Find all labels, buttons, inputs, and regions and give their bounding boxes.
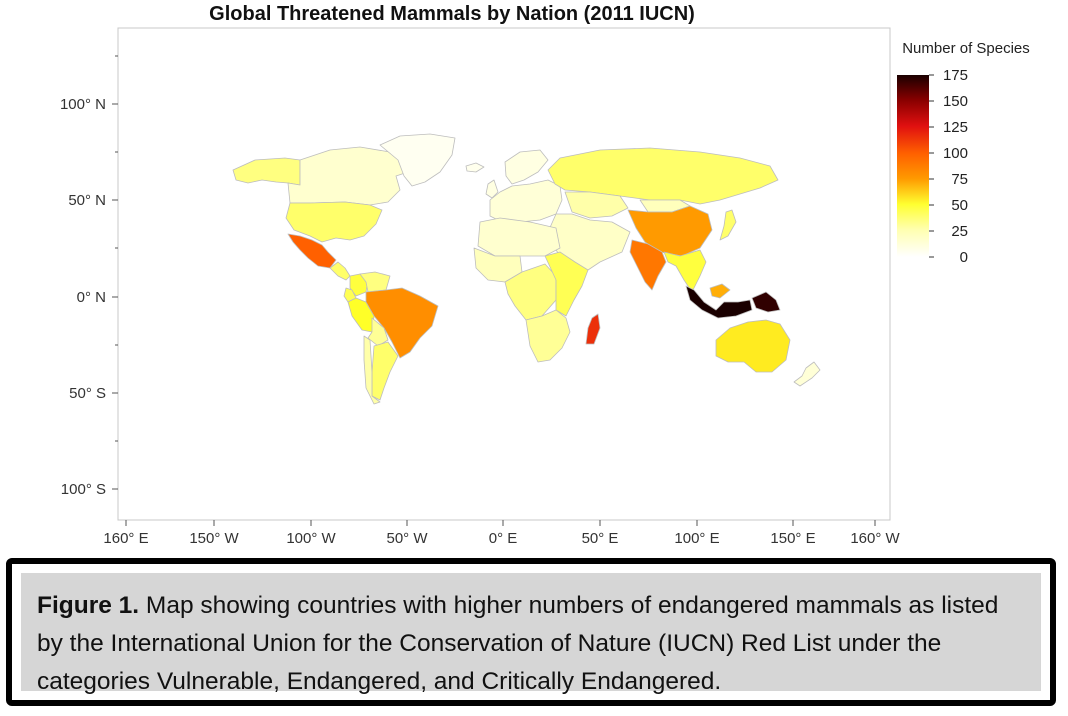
region-malaysia [709,283,731,299]
region-greenland [379,133,456,187]
figure-caption-box: Figure 1. Map showing countries with hig… [6,558,1056,706]
x-tick-label: 50° W [386,530,428,547]
region-central-africa [504,263,557,321]
region-iceland [465,162,485,173]
x-axis-ticks [125,520,876,526]
region-mexico [287,233,337,269]
x-tick-label: 150° W [189,530,239,547]
legend-tick-label: 25 [951,223,968,240]
y-tick-label: 0° N [77,289,106,306]
region-kazakhstan [564,191,629,219]
threatened-mammals-map: Global Threatened Mammals by Nation (201… [60,3,1030,547]
region-brazil [365,287,439,359]
region-japan [719,209,737,241]
y-tick-label: 50° S [69,385,106,402]
caption-text: Map showing countries with higher number… [37,592,999,695]
x-tick-label: 0° E [489,530,518,547]
legend-tick-label: 125 [943,119,968,136]
region-indonesia [685,285,753,319]
legend-tick-label: 100 [943,145,968,162]
y-axis-ticks [112,55,118,490]
x-tick-label: 150° E [770,530,815,547]
region-madagascar [585,313,601,345]
region-canada [287,146,411,206]
legend-ticks [929,74,934,258]
map-title: Global Threatened Mammals by Nation (201… [209,3,695,25]
region-united-kingdom [485,179,499,199]
y-tick-label: 100° S [61,481,106,498]
region-australia [715,319,791,373]
y-tick-label: 50° N [68,192,106,209]
legend-tick-label: 175 [943,67,968,84]
region-united-states [285,201,383,243]
legend-tick-label: 75 [951,171,968,188]
legend-tick-label: 50 [951,197,968,214]
region-north-africa [477,217,561,257]
region-india [629,239,667,291]
region-china [627,205,713,257]
country-layer [232,133,821,405]
x-tick-label: 160° W [850,530,900,547]
region-scandinavia [504,149,549,185]
caption-label: Figure 1. [37,592,140,619]
x-tick-label: 100° E [674,530,719,547]
region-east-africa [544,251,589,317]
region-new-zealand [793,361,821,387]
x-tick-label: 50° E [582,530,619,547]
region-southern-africa [525,309,571,363]
region-southeast-asia [663,249,707,293]
legend-tick-label: 0 [960,249,968,266]
figure-caption: Figure 1. Map showing countries with hig… [21,573,1041,695]
x-tick-label: 100° W [286,530,336,547]
legend-tick-label: 150 [943,93,968,110]
legend-title: Number of Species [902,40,1030,57]
region-chile [363,335,381,405]
y-tick-label: 100° N [60,96,106,113]
legend-color-bar [897,75,929,257]
x-tick-label: 160° E [103,530,148,547]
region-papua-new-guinea [751,291,781,313]
